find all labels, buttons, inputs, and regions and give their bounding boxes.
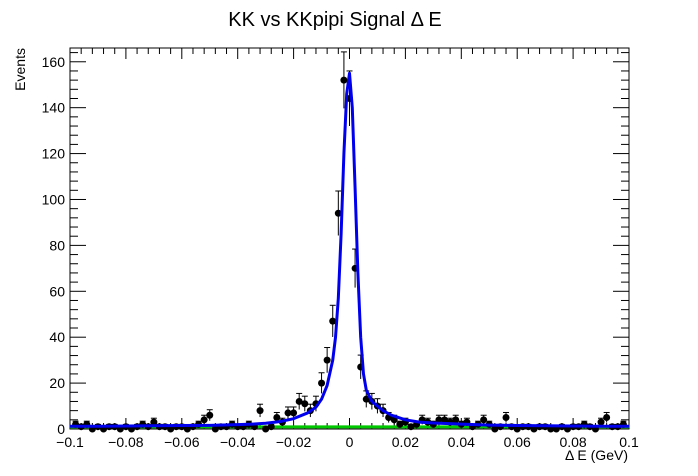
x-tick-label: 0.08 bbox=[559, 434, 586, 450]
x-tick-labels: −0.1 −0.08 −0.06 −0.04 −0.02 0 0.02 0.04 0.06 0.0… bbox=[56, 434, 639, 450]
data-point bbox=[513, 425, 521, 433]
data-point bbox=[491, 425, 499, 433]
data-point bbox=[340, 76, 348, 84]
y-tick-label: 140 bbox=[42, 100, 66, 116]
x-tick-label: 0.04 bbox=[448, 434, 475, 450]
data-point bbox=[211, 425, 219, 433]
data-point bbox=[262, 425, 270, 433]
data-point bbox=[267, 423, 275, 431]
y-tick-label: 80 bbox=[49, 237, 65, 253]
y-tick-label: 40 bbox=[49, 329, 65, 345]
axis-ticks bbox=[69, 48, 630, 430]
data-point bbox=[407, 423, 415, 431]
total-fit-line bbox=[70, 71, 629, 428]
x-tick-label: 0.02 bbox=[392, 434, 419, 450]
data-point bbox=[273, 414, 281, 422]
data-point bbox=[301, 400, 309, 408]
data-point bbox=[183, 425, 191, 433]
data-point bbox=[295, 397, 303, 405]
data-point bbox=[452, 416, 460, 424]
y-tick-labels: 0 20 40 60 80 100 120 140 160 bbox=[42, 54, 66, 437]
data-point bbox=[334, 209, 342, 217]
x-tick-label: 0.1 bbox=[619, 434, 639, 450]
data-point bbox=[396, 420, 404, 428]
data-point bbox=[200, 416, 208, 424]
data-point bbox=[323, 356, 331, 364]
data-points-layer bbox=[72, 51, 627, 433]
y-tick-label: 0 bbox=[57, 421, 65, 437]
y-tick-label: 60 bbox=[49, 283, 65, 299]
data-point bbox=[167, 425, 175, 433]
data-point bbox=[530, 425, 538, 433]
y-tick-label: 160 bbox=[42, 54, 66, 70]
total-fit-layer bbox=[70, 71, 629, 428]
x-tick-label: −0.1 bbox=[56, 434, 84, 450]
data-point bbox=[603, 414, 611, 422]
data-point bbox=[206, 411, 214, 419]
data-point bbox=[318, 379, 326, 387]
data-point bbox=[329, 317, 337, 325]
data-point bbox=[150, 418, 158, 426]
x-tick-label: −0.08 bbox=[108, 434, 144, 450]
data-point bbox=[441, 416, 449, 424]
data-point bbox=[502, 414, 510, 422]
chart-title: KK vs KKpipi Signal Δ E bbox=[228, 9, 441, 31]
data-point bbox=[256, 407, 264, 415]
data-point bbox=[284, 409, 292, 417]
data-point bbox=[597, 418, 605, 426]
x-tick-label: −0.02 bbox=[276, 434, 312, 450]
y-tick-label: 100 bbox=[42, 191, 66, 207]
data-point bbox=[480, 416, 488, 424]
x-tick-label: −0.04 bbox=[220, 434, 256, 450]
x-tick-label: −0.06 bbox=[164, 434, 200, 450]
x-axis-label: Δ E (GeV) bbox=[565, 447, 628, 463]
x-tick-label: 0 bbox=[346, 434, 354, 450]
data-point bbox=[290, 409, 298, 417]
data-point bbox=[362, 395, 370, 403]
x-tick-label: 0.06 bbox=[504, 434, 531, 450]
y-tick-label: 20 bbox=[49, 375, 65, 391]
y-axis-label: Events bbox=[12, 48, 28, 91]
data-point bbox=[435, 416, 443, 424]
y-tick-label: 120 bbox=[42, 146, 66, 162]
